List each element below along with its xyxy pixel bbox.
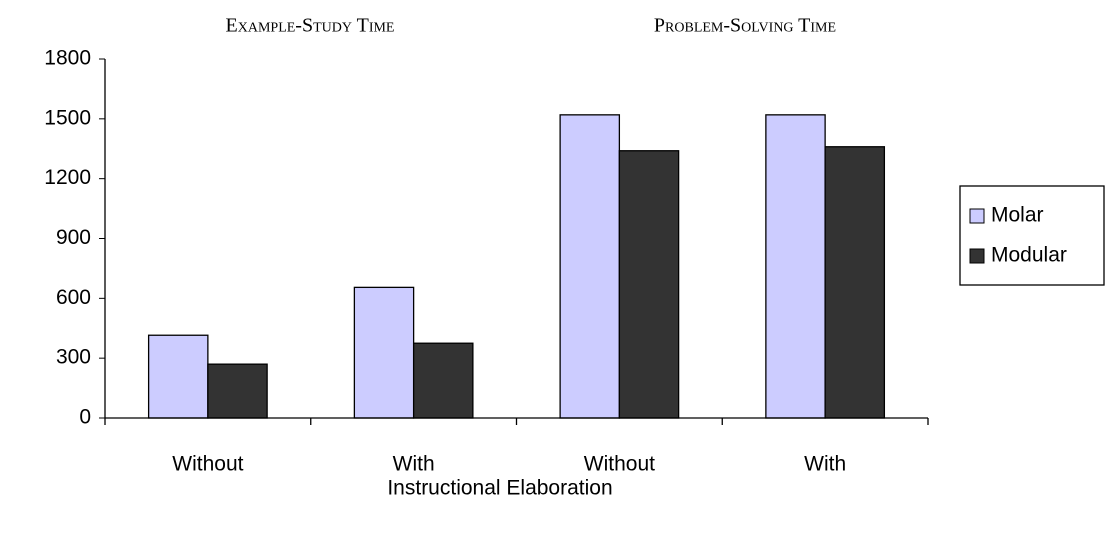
x-tick-label: Without (584, 453, 655, 476)
y-tick-label: 0 (79, 406, 91, 429)
x-axis-label: Instructional Elaboration (387, 477, 612, 500)
legend-swatch (969, 208, 985, 224)
bar (824, 146, 886, 419)
x-tick-label: Without (172, 453, 243, 476)
annotation: Example-Study Time (226, 15, 395, 37)
bar (207, 363, 268, 419)
bar (559, 114, 621, 419)
legend-swatch (969, 248, 985, 264)
y-tick-label: 300 (56, 346, 91, 369)
x-tick-label: With (804, 453, 846, 476)
y-tick-label: 900 (56, 226, 91, 249)
bar (765, 114, 826, 419)
bar (353, 286, 415, 419)
legend-label: Modular (991, 244, 1067, 267)
bar (412, 342, 474, 419)
y-tick-label: 600 (56, 286, 91, 309)
bar (618, 150, 680, 419)
y-tick-label: 1800 (44, 47, 91, 70)
legend-box (959, 185, 1105, 286)
bar (147, 334, 209, 419)
legend-label: Molar (991, 204, 1044, 227)
x-tick-label: With (393, 453, 435, 476)
annotation: Problem-Solving Time (654, 15, 836, 37)
y-tick-label: 1500 (44, 106, 91, 129)
y-tick-label: 1200 (44, 166, 91, 189)
